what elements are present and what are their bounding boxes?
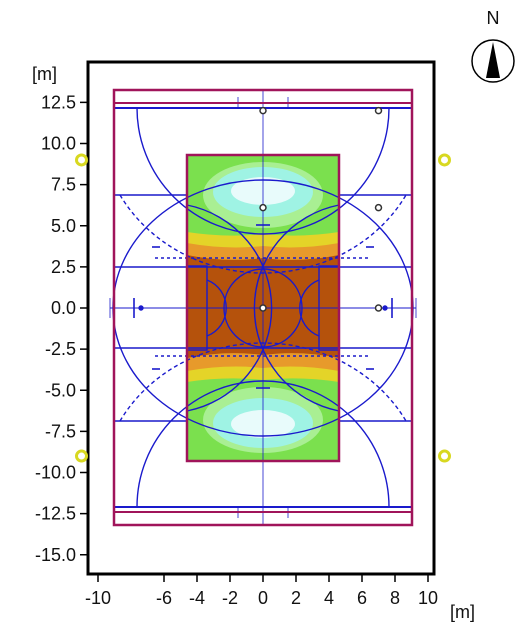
measurement-point bbox=[374, 106, 383, 115]
x-tick-label: 10 bbox=[418, 588, 438, 608]
three-point-arc-west bbox=[186, 204, 273, 412]
measurement-point bbox=[259, 203, 267, 212]
y-tick-label: 7.5 bbox=[51, 175, 76, 195]
free-throw-arc-south bbox=[119, 342, 407, 422]
compass: N bbox=[471, 8, 515, 83]
measurement-points bbox=[259, 106, 383, 312]
x-tick-label: -2 bbox=[222, 588, 238, 608]
x-tick-label: 2 bbox=[291, 588, 301, 608]
y-tick-label: -15.0 bbox=[35, 545, 76, 565]
y-tick-label: 5.0 bbox=[51, 216, 76, 236]
y-tick-label: -10.0 bbox=[35, 463, 76, 483]
measurement-point bbox=[259, 304, 267, 312]
x-tick-label: 6 bbox=[357, 588, 367, 608]
y-unit-label: [m] bbox=[32, 64, 57, 84]
three-point-arc-east bbox=[253, 204, 340, 412]
goal-area-north bbox=[136, 107, 390, 235]
hoop-west bbox=[138, 305, 144, 311]
key-arc-west bbox=[206, 279, 227, 337]
luminaire-icon bbox=[75, 449, 88, 463]
outer-field-rect bbox=[112, 88, 414, 527]
x-tick-label: 4 bbox=[324, 588, 334, 608]
y-tick-label: 10.0 bbox=[41, 134, 76, 154]
calculation-grid-rect bbox=[185, 153, 341, 463]
north-arrow-icon bbox=[486, 42, 500, 78]
luminaire-icon bbox=[438, 153, 451, 167]
y-tick-label: 12.5 bbox=[41, 92, 76, 112]
luminaire-icon bbox=[438, 449, 451, 463]
centre-circle bbox=[223, 268, 303, 348]
goal-area-south bbox=[136, 380, 390, 508]
x-tick-label: 8 bbox=[390, 588, 400, 608]
compass-label: N bbox=[487, 8, 500, 28]
y-axis: 12.5 10.0 7.5 5.0 2.5 0.0 -2.5 -5.0 -7.5 -10.0 -12… bbox=[35, 92, 88, 565]
luminaires bbox=[75, 153, 451, 463]
y-tick-label: 0.0 bbox=[51, 298, 76, 318]
x-unit-label: [m] bbox=[450, 602, 475, 622]
luminaire-icon bbox=[75, 153, 88, 167]
measurement-point bbox=[374, 203, 383, 212]
measurement-point bbox=[259, 106, 267, 115]
measurement-point bbox=[374, 304, 383, 312]
y-tick-label: -7.5 bbox=[45, 421, 76, 441]
x-axis: -10 -6 -4 -2 0 2 4 6 8 10 bbox=[85, 574, 438, 608]
x-tick-label: -10 bbox=[85, 588, 111, 608]
free-throw-arc-north bbox=[119, 194, 407, 274]
y-tick-label: -2.5 bbox=[45, 339, 76, 359]
y-tick-label: -12.5 bbox=[35, 504, 76, 524]
x-tick-label: -4 bbox=[189, 588, 205, 608]
key-arc-east bbox=[299, 279, 320, 337]
x-tick-label: 0 bbox=[258, 588, 268, 608]
hoop-east bbox=[382, 305, 388, 311]
y-tick-label: -5.0 bbox=[45, 380, 76, 400]
x-tick-label: -6 bbox=[156, 588, 172, 608]
y-tick-label: 2.5 bbox=[51, 257, 76, 277]
